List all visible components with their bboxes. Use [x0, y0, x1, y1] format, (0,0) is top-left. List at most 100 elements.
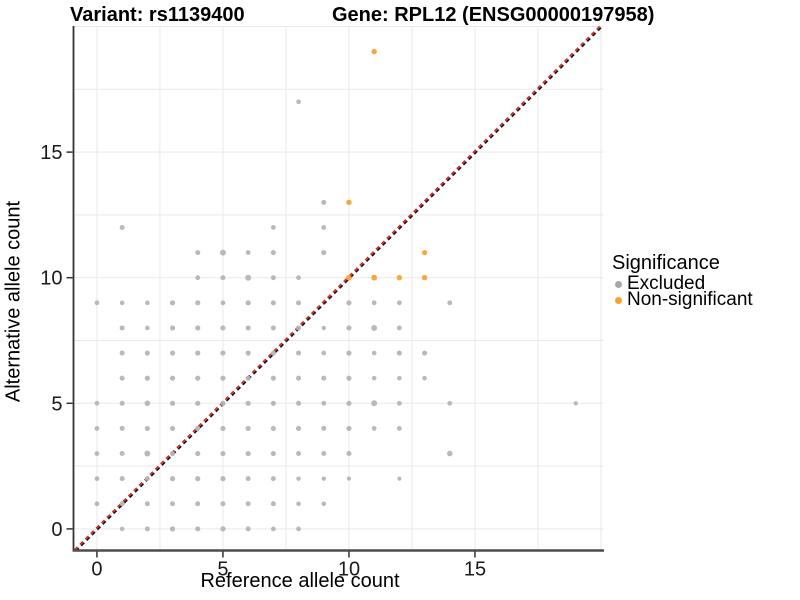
data-point-excluded — [421, 350, 428, 356]
data-point-excluded — [321, 225, 327, 230]
data-point-excluded — [169, 400, 176, 406]
data-point-excluded — [220, 476, 226, 482]
data-point-excluded — [169, 350, 176, 356]
data-point-excluded — [245, 274, 252, 281]
data-point-excluded — [119, 425, 125, 431]
data-point-excluded — [245, 350, 251, 356]
data-point-excluded — [195, 325, 201, 331]
data-point-excluded — [371, 426, 377, 431]
data-point-excluded — [144, 450, 151, 457]
data-point-excluded — [169, 325, 176, 331]
data-point-excluded — [119, 526, 125, 532]
data-point-excluded — [397, 375, 402, 381]
data-point-excluded — [346, 325, 352, 331]
data-point-non-significant — [346, 199, 352, 206]
data-point-excluded — [94, 400, 100, 406]
data-point-excluded — [446, 450, 453, 457]
x-axis-title: Reference allele count — [200, 570, 400, 592]
data-point-excluded — [371, 350, 377, 356]
data-point-excluded — [144, 425, 150, 432]
data-point-non-significant — [371, 274, 378, 281]
data-point-excluded — [245, 526, 251, 532]
data-point-excluded — [220, 350, 226, 356]
data-point-excluded — [270, 225, 276, 230]
data-point-excluded — [270, 400, 276, 406]
data-point-excluded — [270, 476, 276, 482]
data-point-excluded — [119, 350, 125, 356]
y-tick-label: 0 — [51, 519, 62, 541]
data-point-excluded — [119, 325, 125, 331]
data-point-excluded — [144, 501, 150, 507]
data-point-excluded — [346, 375, 352, 381]
legend-item-excluded: Excluded — [612, 273, 753, 294]
data-point-excluded — [371, 375, 377, 381]
data-point-excluded — [169, 375, 176, 381]
y-tick-label: 10 — [40, 268, 62, 290]
data-point-excluded — [296, 451, 302, 457]
data-point-excluded — [195, 501, 201, 507]
data-point-excluded — [270, 350, 276, 356]
data-point-excluded — [195, 250, 201, 256]
data-point-excluded — [245, 476, 251, 482]
data-point-excluded — [396, 325, 402, 331]
legend-item-non-significant: Non-significant — [612, 289, 753, 310]
data-point-excluded — [371, 400, 378, 407]
data-point-excluded — [270, 425, 276, 432]
data-point-excluded — [169, 300, 176, 306]
data-point-excluded — [94, 501, 100, 507]
data-point-excluded — [220, 526, 226, 532]
data-point-excluded — [397, 476, 402, 481]
data-point-excluded — [245, 501, 251, 507]
data-point-excluded — [371, 324, 378, 331]
data-point-excluded — [195, 300, 201, 306]
data-point-excluded — [94, 476, 100, 482]
data-point-excluded — [270, 501, 276, 507]
data-point-excluded — [119, 501, 125, 507]
data-point-excluded — [220, 325, 226, 331]
variant-title: Variant: rs1139400 — [70, 4, 245, 26]
data-point-non-significant — [371, 48, 377, 55]
data-point-excluded — [119, 224, 125, 230]
data-point-excluded — [94, 451, 100, 456]
x-tick-label: 5 — [217, 559, 228, 581]
data-point-excluded — [270, 300, 276, 306]
data-point-excluded — [573, 401, 578, 406]
data-point-excluded — [195, 375, 201, 381]
data-point-excluded — [145, 300, 150, 306]
data-point-excluded — [245, 425, 251, 432]
data-point-excluded — [144, 526, 150, 532]
data-point-excluded — [220, 375, 226, 381]
data-point-excluded — [346, 400, 352, 406]
y-tick-label: 5 — [51, 393, 62, 415]
legend-item-label: Excluded — [627, 273, 706, 294]
data-point-excluded — [270, 275, 276, 281]
data-point-excluded — [296, 275, 301, 281]
data-point-excluded — [321, 501, 327, 507]
data-point-excluded — [169, 425, 176, 432]
data-point-excluded — [270, 526, 276, 532]
data-point-excluded — [296, 325, 302, 331]
data-point-excluded — [346, 300, 352, 306]
data-point-excluded — [321, 451, 327, 457]
data-point-excluded — [295, 425, 302, 432]
data-point-excluded — [119, 400, 125, 406]
legend-title: Significance — [612, 252, 720, 274]
data-point-excluded — [296, 476, 301, 481]
data-point-excluded — [396, 350, 402, 356]
data-point-excluded — [144, 375, 150, 381]
data-point-excluded — [296, 526, 301, 532]
identity-line-red — [73, 24, 602, 551]
x-tick-label: 10 — [338, 559, 360, 581]
data-point-excluded — [245, 300, 251, 306]
data-point-non-significant — [396, 274, 403, 281]
data-point-excluded — [447, 400, 453, 406]
data-point-excluded — [195, 476, 201, 482]
data-point-non-significant — [346, 274, 352, 281]
data-point-excluded — [94, 426, 100, 431]
x-tick-label: 0 — [91, 559, 102, 581]
data-point-excluded — [245, 375, 251, 381]
data-point-excluded — [346, 451, 352, 457]
data-point-excluded — [195, 275, 201, 281]
